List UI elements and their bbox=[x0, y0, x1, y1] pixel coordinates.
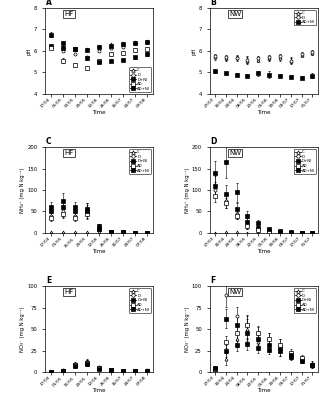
Text: F: F bbox=[211, 276, 216, 285]
Legend: C, D, D+NI, AD, AD+NI: C, D, D+NI, AD, AD+NI bbox=[129, 67, 151, 92]
X-axis label: Time: Time bbox=[92, 388, 106, 393]
Y-axis label: pH: pH bbox=[27, 47, 32, 54]
Text: D: D bbox=[211, 137, 217, 146]
Legend: C, D, AD+NI: C, D, AD+NI bbox=[294, 10, 316, 26]
Text: HF: HF bbox=[65, 150, 74, 156]
Text: NW: NW bbox=[229, 289, 241, 295]
X-axis label: Time: Time bbox=[92, 110, 106, 115]
Y-axis label: NO₃⁻ (mg N kg⁻¹): NO₃⁻ (mg N kg⁻¹) bbox=[185, 306, 190, 352]
X-axis label: Time: Time bbox=[92, 249, 106, 254]
X-axis label: Time: Time bbox=[257, 249, 270, 254]
X-axis label: Time: Time bbox=[257, 110, 270, 115]
Legend: C, D, D+NI, AD, AD+NI: C, D, D+NI, AD, AD+NI bbox=[294, 288, 316, 313]
Y-axis label: NO₃⁻ (mg N kg⁻¹): NO₃⁻ (mg N kg⁻¹) bbox=[20, 306, 25, 352]
Text: B: B bbox=[211, 0, 216, 7]
Text: E: E bbox=[46, 276, 51, 285]
Text: NW: NW bbox=[229, 150, 241, 156]
Y-axis label: pH: pH bbox=[191, 47, 196, 54]
Legend: C, D, D+NI, AD, AD+NI: C, D, D+NI, AD, AD+NI bbox=[294, 149, 316, 174]
Text: HF: HF bbox=[65, 289, 74, 295]
Legend: C, D, D+NI, AD, AD+NI: C, D, D+NI, AD, AD+NI bbox=[129, 288, 151, 313]
X-axis label: Time: Time bbox=[257, 388, 270, 393]
Text: A: A bbox=[46, 0, 52, 7]
Text: C: C bbox=[46, 137, 52, 146]
Legend: C, D, D+NI, AD, AD+NI: C, D, D+NI, AD, AD+NI bbox=[129, 149, 151, 174]
Text: HF: HF bbox=[65, 10, 74, 16]
Text: NW: NW bbox=[229, 10, 241, 16]
Y-axis label: NH₄⁺ (mg N kg⁻¹): NH₄⁺ (mg N kg⁻¹) bbox=[185, 167, 190, 213]
Y-axis label: NH₄⁺ (mg N kg⁻¹): NH₄⁺ (mg N kg⁻¹) bbox=[20, 167, 25, 213]
